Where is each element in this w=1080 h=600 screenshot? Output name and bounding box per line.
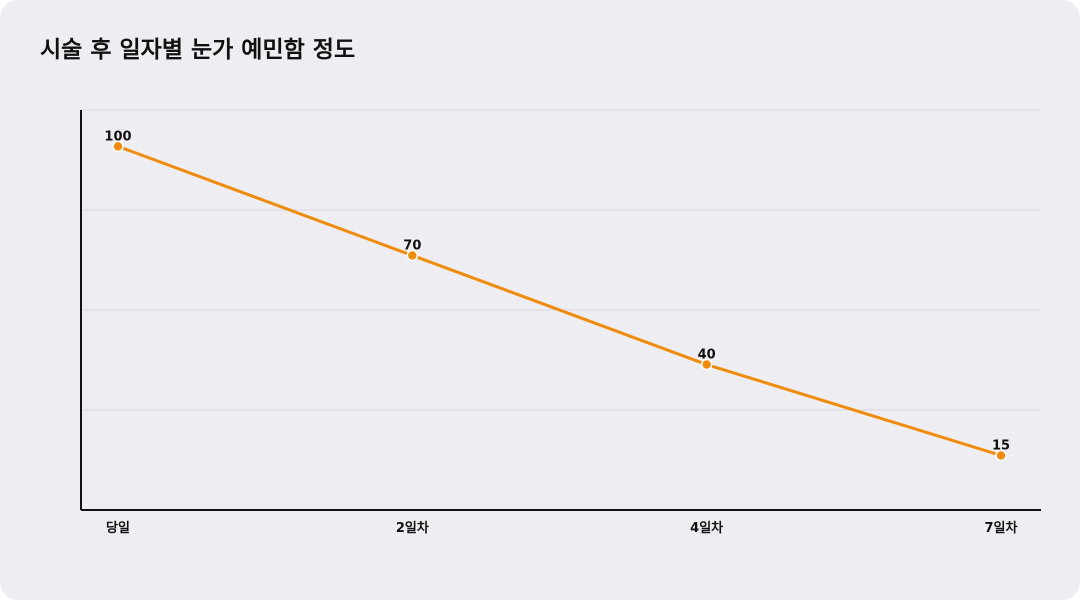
x-tick-label: 7일차 (985, 520, 1018, 536)
data-label: 40 (698, 348, 716, 363)
series-line (117, 144, 1002, 457)
x-tick-label: 2일차 (396, 520, 429, 536)
chart-title: 시술 후 일자별 눈가 예민함 정도 (40, 37, 356, 63)
data-label: 15 (992, 438, 1010, 453)
data-label: 100 (104, 129, 131, 144)
x-tick-label: 당일 (106, 520, 130, 536)
x-tick-label: 4일차 (690, 520, 723, 536)
data-point (700, 358, 713, 371)
data-point (995, 449, 1007, 462)
data-label: 70 (403, 238, 421, 253)
data-point (112, 140, 124, 153)
data-point (406, 249, 419, 262)
